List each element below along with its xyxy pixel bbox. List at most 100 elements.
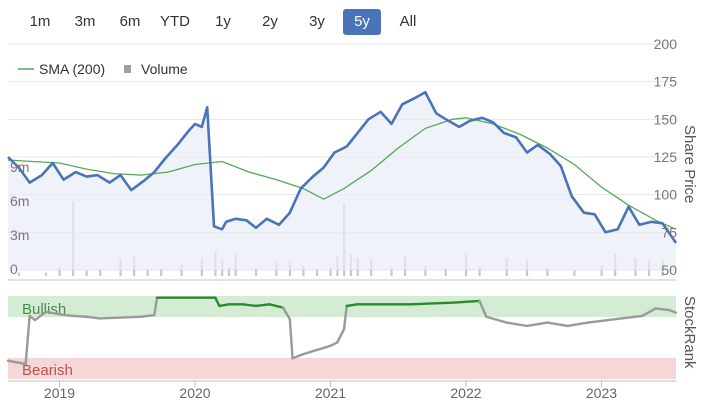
volume-tick-label: 6m <box>10 193 29 209</box>
volume-bar <box>302 265 305 276</box>
range-button-5y[interactable]: 5y <box>343 9 381 35</box>
stockrank-segment <box>6 359 27 366</box>
x-tick-label: 2022 <box>450 385 481 401</box>
stockrank-segment <box>153 296 159 317</box>
legend-volume-label[interactable]: Volume <box>141 61 188 77</box>
stockrank-segment <box>342 304 348 331</box>
stockrank-segment <box>33 310 48 322</box>
bearish-band-label: Bearish <box>22 362 73 379</box>
volume-bar <box>44 272 48 276</box>
volume-tick-label: 0 <box>10 261 18 277</box>
stockrank-segment <box>241 303 258 308</box>
legend-volume-swatch <box>124 65 131 73</box>
volume-bar <box>329 266 332 276</box>
volume-tick-label: 3m <box>10 227 29 243</box>
stockrank-segment <box>281 306 292 321</box>
volume-bar <box>573 270 576 276</box>
volume-bar <box>227 266 231 276</box>
stockrank-segment <box>71 314 88 318</box>
volume-bar <box>424 265 427 276</box>
x-tick-label: 2023 <box>586 385 617 401</box>
range-button-all[interactable]: All <box>399 13 417 30</box>
stockrank-segment <box>668 308 678 314</box>
stockrank-segment <box>546 321 569 328</box>
stockrank-segment <box>451 300 468 304</box>
volume-bar <box>254 268 258 276</box>
stockrank-segment <box>410 302 434 306</box>
volume-bar <box>478 266 481 276</box>
range-button-1y[interactable]: 1y <box>215 13 231 30</box>
volume-bar <box>99 269 102 276</box>
range-selector: 1m 3m 6m YTD 1y 2y 3y 5y All <box>0 6 440 36</box>
sma-line <box>7 117 677 230</box>
stockrank-segment <box>485 315 508 324</box>
stockrank-segment <box>505 321 529 328</box>
price-line <box>7 90 678 244</box>
stockrank-segment <box>640 307 657 318</box>
x-tick-label: 2020 <box>179 385 210 401</box>
volume-bar <box>315 269 319 276</box>
volume-tick-label: 9m <box>10 159 29 175</box>
volume-bar <box>546 268 549 276</box>
range-button-ytd[interactable]: YTD <box>160 13 190 30</box>
stockrank-segment <box>254 303 271 308</box>
price-tick-label: 75 <box>661 224 677 240</box>
volume-axis-ticks: 9m 6m 3m 0 <box>10 159 29 277</box>
stockrank-segment <box>525 321 549 328</box>
price-tick-label: 175 <box>654 74 678 90</box>
stockrank-segment <box>119 315 142 319</box>
volume-bar <box>85 270 88 276</box>
price-axis-title: Share Price <box>681 125 698 203</box>
stockrank-axis-title: StockRank <box>681 296 698 369</box>
stockrank-line <box>6 296 678 366</box>
range-button-6m[interactable]: 6m <box>119 13 141 30</box>
price-axis-ticks: 200 175 150 125 100 75 50 <box>654 36 678 278</box>
stockrank-segment <box>607 316 630 322</box>
stockrank-segment <box>58 313 75 318</box>
volume-bar <box>146 269 149 276</box>
price-tick-label: 100 <box>654 187 678 203</box>
volume-bar <box>444 268 447 276</box>
stockrank-segment <box>98 316 122 320</box>
range-button-2y[interactable]: 2y <box>262 13 278 30</box>
price-tick-label: 150 <box>654 111 678 127</box>
price-tick-label: 125 <box>654 149 678 165</box>
stockrank-segment <box>464 299 481 304</box>
price-area-fill <box>8 92 676 270</box>
stockrank-segment <box>345 303 359 308</box>
stockrank-segment <box>329 341 339 347</box>
stockrank-segment <box>139 313 156 318</box>
x-tick-label: 2019 <box>44 385 75 401</box>
x-tick-label: 2021 <box>315 385 346 401</box>
x-axis-ticks: 2019 2020 2021 2022 2023 <box>8 380 676 401</box>
stockrank-segment <box>566 321 590 328</box>
stockrank-segment <box>24 314 31 366</box>
volume-bar <box>390 266 393 276</box>
legend: SMA (200) Volume <box>18 61 188 77</box>
range-button-3y[interactable]: 3y <box>309 13 325 30</box>
volume-bar <box>17 272 21 276</box>
stockrank-segment <box>336 328 346 344</box>
range-button-1m[interactable]: 1m <box>29 13 51 30</box>
volume-bar <box>180 264 183 276</box>
stockrank-segment <box>218 303 231 308</box>
volume-bar <box>600 265 603 276</box>
volume-bar <box>58 266 61 276</box>
legend-sma-label[interactable]: SMA (200) <box>39 61 105 77</box>
volume-bar <box>160 268 163 276</box>
stockrank-segment <box>586 318 610 324</box>
stockrank-segment <box>654 307 671 312</box>
price-tick-label: 200 <box>654 36 678 52</box>
bearish-band <box>8 358 676 379</box>
stockrank-segment <box>302 348 319 356</box>
stockrank-segment <box>291 352 305 360</box>
stockrank-segment <box>315 344 332 352</box>
stockrank-segment <box>430 301 454 305</box>
stockrank-segment <box>478 299 488 318</box>
stockrank-segment <box>627 314 644 319</box>
range-button-3m[interactable]: 3m <box>74 13 96 30</box>
bullish-band <box>8 296 676 317</box>
price-tick-label: 50 <box>661 262 677 278</box>
stockrank-segment <box>268 303 285 309</box>
